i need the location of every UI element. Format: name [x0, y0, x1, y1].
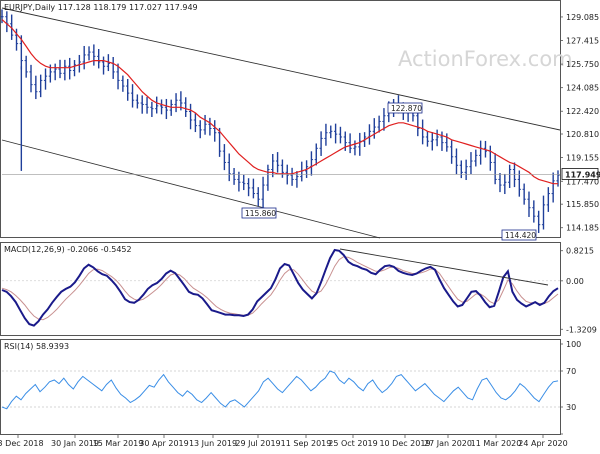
x-tick-label: 29 Jul 2019: [235, 439, 280, 448]
macd-line: [1, 248, 559, 327]
price-annotation-box: [501, 229, 537, 241]
rsi-y-tick-label: 100: [566, 340, 581, 349]
x-tick-label: 30 Apr 2019: [139, 439, 188, 448]
price-panel-frame: [0, 0, 561, 238]
x-tick-label: 11 Mar 2020: [471, 439, 522, 448]
watermark-text: ActionForex.com: [398, 47, 573, 71]
sma-line: [1, 19, 558, 185]
x-tick-label: 13 Dec 2018: [0, 439, 44, 448]
x-tick-label: 24 Apr 2020: [518, 439, 567, 448]
rsi-y-tick-label: 70: [566, 367, 576, 376]
price-y-tick-label: 122.420: [566, 107, 599, 116]
x-tick-label: 27 Jan 2020: [424, 439, 472, 448]
price-y-tick-label: 119.155: [566, 153, 599, 162]
macd-panel-frame: [0, 242, 561, 336]
price-y-tick-label: 124.085: [566, 84, 599, 93]
price-annotation-label: 122.870: [391, 104, 422, 113]
rsi-line: [1, 370, 559, 410]
current-price-label: 117.949: [565, 170, 600, 179]
price-title: EURJPY,Daily 117.128 118.179 117.027 117…: [4, 3, 198, 12]
price-annotation-box: [387, 102, 423, 114]
rsi-title: RSI(14) 58.9393: [4, 342, 69, 351]
price-annotation-label: 114.420: [505, 231, 536, 240]
macd-y-tick-label: 0.00: [566, 277, 584, 286]
macd-trendline: [339, 248, 549, 286]
rsi-y-tick-label: 30: [566, 403, 576, 412]
x-tick-label: 13 Jun 2019: [189, 439, 237, 448]
price-y-tick-label: 120.810: [566, 130, 599, 139]
price-annotation-box: [241, 207, 277, 219]
x-tick-label: 30 Jan 2019: [51, 439, 99, 448]
price-y-tick-label: 117.470: [566, 177, 599, 186]
price-y-tick-label: 115.850: [566, 200, 599, 209]
price-annotation-label: 115.860: [245, 209, 276, 218]
lower-channel-line: [1, 139, 381, 239]
x-tick-label: 15 Mar 2019: [93, 439, 144, 448]
macd-title: MACD(12,26,9) -0.2066 -0.5452: [4, 245, 132, 254]
rsi-panel-frame: [0, 339, 561, 435]
price-y-tick-label: 127.415: [566, 37, 599, 46]
current-price-box: [561, 168, 599, 180]
price-y-tick-label: 129.085: [566, 13, 599, 22]
price-y-tick-label: 125.750: [566, 60, 599, 69]
x-tick-label: 11 Sep 2019: [281, 439, 332, 448]
price-y-tick-label: 114.185: [566, 224, 599, 233]
upper-channel-line: [1, 7, 561, 131]
x-tick-label: 10 Dec 2019: [379, 439, 430, 448]
macd-y-tick-label: -1.3209: [566, 325, 597, 334]
x-tick-label: 25 Oct 2019: [328, 439, 377, 448]
macd-y-tick-label: 0.8215: [566, 247, 594, 256]
